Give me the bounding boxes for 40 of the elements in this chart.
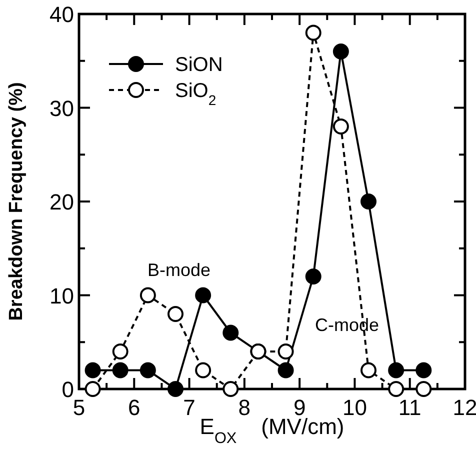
- y-tick-label: 20: [50, 190, 74, 214]
- point: [416, 381, 432, 397]
- x-tick-label: 11: [398, 395, 422, 420]
- point: [416, 362, 432, 378]
- point: [305, 24, 322, 41]
- point: [112, 362, 128, 378]
- point: [278, 362, 294, 378]
- point: [222, 381, 239, 397]
- y-tick-label: 40: [50, 2, 74, 27]
- annotation: B-mode: [147, 260, 211, 280]
- y-tick-label: 10: [50, 283, 74, 308]
- point: [168, 306, 184, 322]
- point: [305, 268, 322, 284]
- y-tick-label: 30: [50, 96, 74, 121]
- x-tick-label: 5: [72, 395, 86, 420]
- point: [222, 324, 239, 341]
- x-tick-label: 12: [452, 395, 476, 420]
- point: [360, 194, 376, 210]
- annotation: C-mode: [314, 315, 380, 335]
- point: [195, 362, 212, 378]
- x-tick-label: 10: [342, 395, 367, 420]
- x-tick-label: 7: [183, 395, 196, 420]
- point: [112, 344, 128, 360]
- point: [84, 362, 101, 378]
- point: [84, 381, 101, 397]
- point: [332, 44, 349, 60]
- x-tick-label: 6: [128, 395, 140, 420]
- point: [195, 287, 212, 304]
- point: [388, 381, 404, 397]
- point: [332, 118, 349, 134]
- legend-label: SiON: [175, 54, 223, 76]
- point: [140, 362, 156, 378]
- legend-label: SiO$_{2}$: [175, 80, 216, 108]
- y-axis-title: Breakdown Frequency (%): [6, 82, 27, 321]
- point: [388, 362, 404, 378]
- y-tick-label: 0: [62, 377, 74, 402]
- point: [140, 287, 156, 304]
- point: [168, 381, 184, 397]
- point: [360, 362, 376, 378]
- point: [278, 344, 294, 360]
